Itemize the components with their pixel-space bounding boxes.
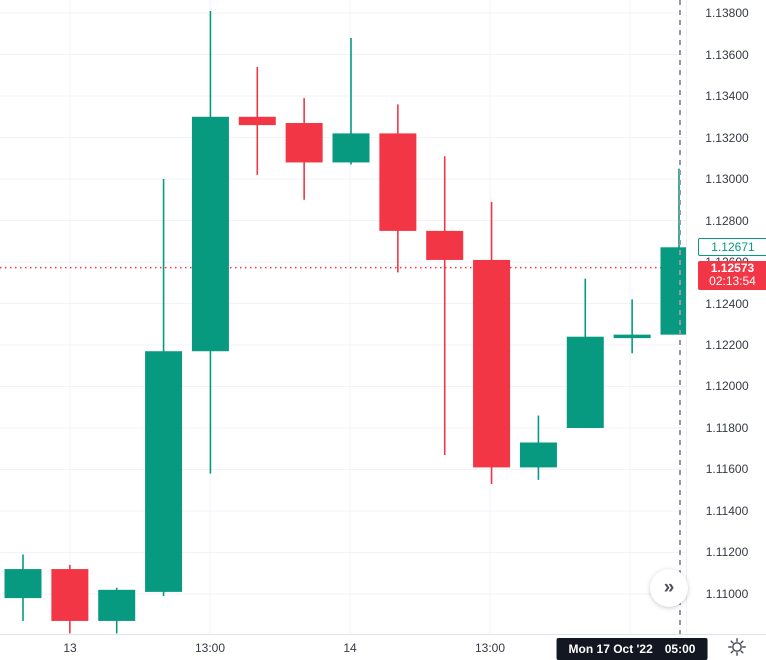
price-tick-label: 1.13000 — [705, 172, 749, 187]
time-tick-label: 14 — [343, 640, 357, 655]
current-date-label: Mon 17 Oct '22 05:00 — [556, 638, 708, 660]
price-tick-label: 1.13600 — [705, 47, 749, 62]
price-tick-label: 1.11400 — [705, 503, 749, 518]
candle — [660, 168, 686, 335]
last-price-value: 1.12671 — [711, 240, 755, 255]
time-tick-label: 13 — [63, 640, 77, 655]
price-tick-label: 1.11000 — [705, 586, 749, 601]
gridlines — [0, 0, 686, 634]
price-axis[interactable]: 1.11000 1.11200 1.11400 1.11600 1.11800 1.120… — [686, 0, 766, 634]
candle — [519, 415, 557, 480]
scroll-to-realtime-button[interactable]: » — [650, 569, 688, 607]
candle — [51, 564, 89, 634]
candle — [238, 67, 276, 175]
candle — [473, 201, 511, 485]
countdown-price-label: 1.12573 02:13:54 — [698, 260, 766, 290]
candle — [613, 299, 651, 354]
candle — [426, 156, 464, 455]
price-tick-label: 1.12000 — [705, 379, 749, 394]
countdown-price-value: 1.12573 — [710, 260, 755, 275]
price-tick-label: 1.11600 — [705, 462, 749, 477]
candlestick-chart[interactable] — [0, 0, 686, 634]
time-axis[interactable]: 13:00 14 13:00 13 Mon 17 Oct '22 05:00 — [0, 634, 766, 660]
bar-close-countdown: 02:13:54 — [709, 273, 756, 288]
price-tick-label: 1.13800 — [705, 6, 749, 21]
current-date-text: Mon 17 Oct '22 — [568, 642, 653, 656]
candle — [332, 37, 370, 165]
price-tick-label: 1.12400 — [705, 296, 749, 311]
candle — [145, 179, 183, 597]
candle — [285, 98, 323, 200]
price-tick-label: 1.12800 — [705, 213, 749, 228]
candle — [566, 278, 604, 428]
candle — [379, 104, 417, 273]
price-tick-label: 1.12200 — [705, 338, 749, 352]
current-time-text: 05:00 — [664, 642, 696, 656]
candle — [98, 587, 136, 634]
price-tick-label: 1.11200 — [705, 545, 749, 560]
time-tick-label: 13:00 — [194, 640, 226, 655]
double-chevron-right-icon: » — [663, 577, 675, 598]
time-tick-label: 13:00 — [474, 640, 506, 655]
price-tick-label: 1.11800 — [705, 420, 749, 435]
price-tick-label: 1.13400 — [705, 89, 749, 104]
candle — [4, 554, 42, 621]
axis-settings-button[interactable] — [724, 636, 750, 658]
gear-icon — [728, 638, 746, 656]
last-price-label: 1.12671 — [698, 238, 766, 257]
candle — [191, 10, 229, 474]
price-tick-label: 1.13200 — [705, 130, 749, 145]
